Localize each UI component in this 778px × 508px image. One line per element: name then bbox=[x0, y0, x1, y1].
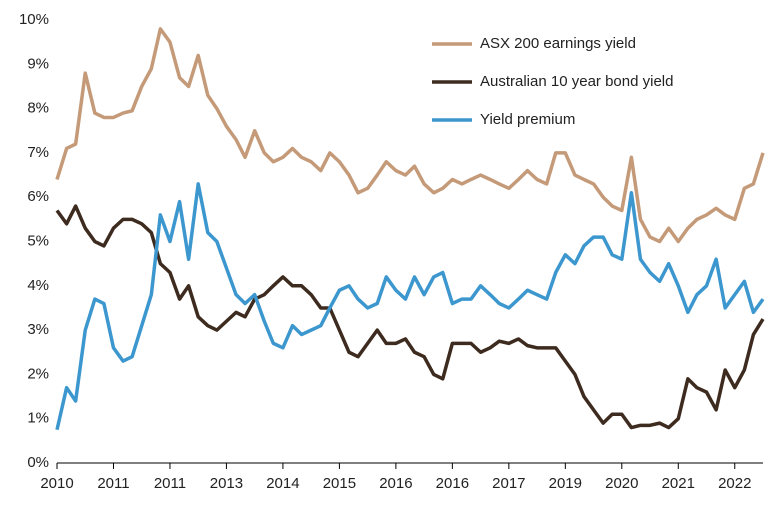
y-tick-label: 9% bbox=[27, 55, 49, 72]
y-tick-label: 6% bbox=[27, 188, 49, 205]
y-tick-label: 2% bbox=[27, 365, 49, 382]
series-line bbox=[55, 27, 765, 244]
x-tick-label: 2021 bbox=[662, 475, 695, 492]
legend-label: Yield premium bbox=[480, 111, 575, 128]
x-tick-label: 2015 bbox=[323, 475, 356, 492]
legend-label: ASX 200 earnings yield bbox=[480, 35, 636, 52]
y-tick-label: 3% bbox=[27, 321, 49, 338]
x-tick-label: 2017 bbox=[492, 475, 525, 492]
x-tick-label: 2016 bbox=[436, 475, 469, 492]
x-tick-label: 2010 bbox=[40, 475, 73, 492]
x-tick-label: 2016 bbox=[379, 475, 412, 492]
y-tick-label: 4% bbox=[27, 277, 49, 294]
series-line bbox=[55, 182, 765, 431]
y-tick-label: 1% bbox=[27, 410, 49, 427]
x-tick-label: 2013 bbox=[210, 475, 243, 492]
series-line bbox=[55, 204, 765, 430]
y-tick-label: 5% bbox=[27, 232, 49, 249]
y-tick-label: 7% bbox=[27, 144, 49, 161]
y-tick-label: 8% bbox=[27, 100, 49, 117]
y-tick-label: 10% bbox=[19, 11, 49, 28]
x-tick-label: 2020 bbox=[605, 475, 638, 492]
x-tick-label: 2014 bbox=[266, 475, 299, 492]
y-tick-label: 0% bbox=[27, 454, 49, 471]
x-tick-label: 2022 bbox=[718, 475, 751, 492]
legend-label: Australian 10 year bond yield bbox=[480, 73, 673, 90]
x-tick-label: 2011 bbox=[154, 475, 186, 492]
x-tick-label: 2011 bbox=[97, 475, 129, 492]
x-tick-label: 2019 bbox=[549, 475, 582, 492]
